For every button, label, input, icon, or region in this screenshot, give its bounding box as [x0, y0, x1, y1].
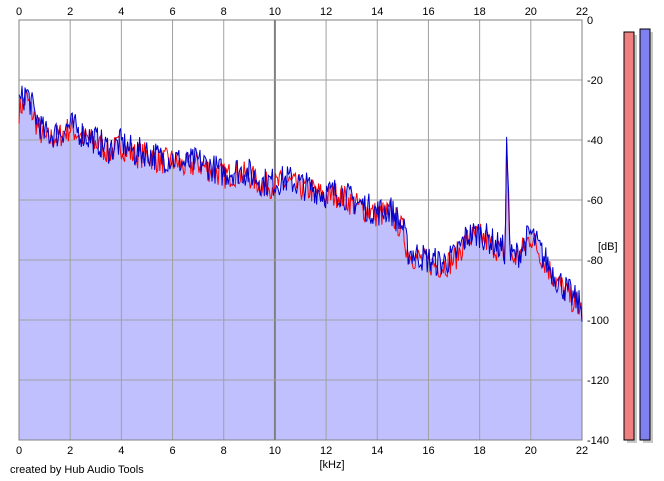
y-tick-label: -100	[587, 315, 609, 327]
credit-text: created by Hub Audio Tools	[10, 464, 144, 476]
x-tick-labels-bottom: 0 2 4 6 8 10 12 14 16 18 20 22	[16, 445, 588, 457]
x-tick-label: 18	[474, 6, 486, 18]
x-tick-label: 18	[474, 445, 486, 457]
y-tick-labels: 0 -20 -40 -60 -80 -100 -120 -140	[587, 15, 609, 447]
x-tick-label: 12	[320, 6, 332, 18]
x-tick-label: 16	[422, 445, 434, 457]
x-tick-label: 20	[525, 6, 537, 18]
x-tick-label: 6	[169, 6, 175, 18]
series-line-blue	[18, 85, 583, 322]
x-axis-title: [kHz]	[319, 459, 344, 471]
x-tick-label: 16	[422, 6, 434, 18]
y-tick-label: -20	[587, 75, 603, 87]
x-tick-label: 2	[67, 6, 73, 18]
x-tick-label: 4	[118, 6, 124, 18]
meter-bar-right	[639, 28, 651, 441]
y-axis-title: [dB]	[598, 241, 618, 253]
y-tick-label: -60	[587, 195, 603, 207]
x-tick-label: 8	[221, 6, 227, 18]
y-tick-label: -80	[587, 255, 603, 267]
level-meters	[623, 28, 653, 443]
x-tick-label: 14	[371, 445, 383, 457]
x-tick-label: 12	[320, 445, 332, 457]
x-tick-label: 0	[16, 445, 22, 457]
spectrum-area	[19, 85, 582, 441]
x-tick-labels-top: 0 2 4 6 8 10 12 14 16 18 20 22	[16, 6, 588, 18]
spectrum-series	[18, 85, 583, 322]
x-tick-label: 2	[67, 445, 73, 457]
x-tick-label: 6	[169, 445, 175, 457]
x-tick-label: 8	[221, 445, 227, 457]
x-tick-label: 22	[576, 445, 588, 457]
y-tick-label: 0	[587, 15, 593, 27]
x-tick-label: 22	[576, 6, 588, 18]
grid	[18, 19, 583, 441]
x-tick-label: 10	[269, 445, 281, 457]
x-tick-label: 14	[371, 6, 383, 18]
x-tick-label: 4	[118, 445, 124, 457]
x-tick-label: 10	[269, 6, 281, 18]
spectrum-fill	[19, 85, 582, 441]
meter-bar-left	[623, 31, 635, 441]
y-tick-label: -120	[587, 375, 609, 387]
y-tick-label: -140	[587, 435, 609, 447]
x-tick-label: 0	[16, 6, 22, 18]
plot-border	[18, 19, 583, 441]
x-tick-label: 20	[525, 445, 537, 457]
y-tick-label: -40	[587, 135, 603, 147]
